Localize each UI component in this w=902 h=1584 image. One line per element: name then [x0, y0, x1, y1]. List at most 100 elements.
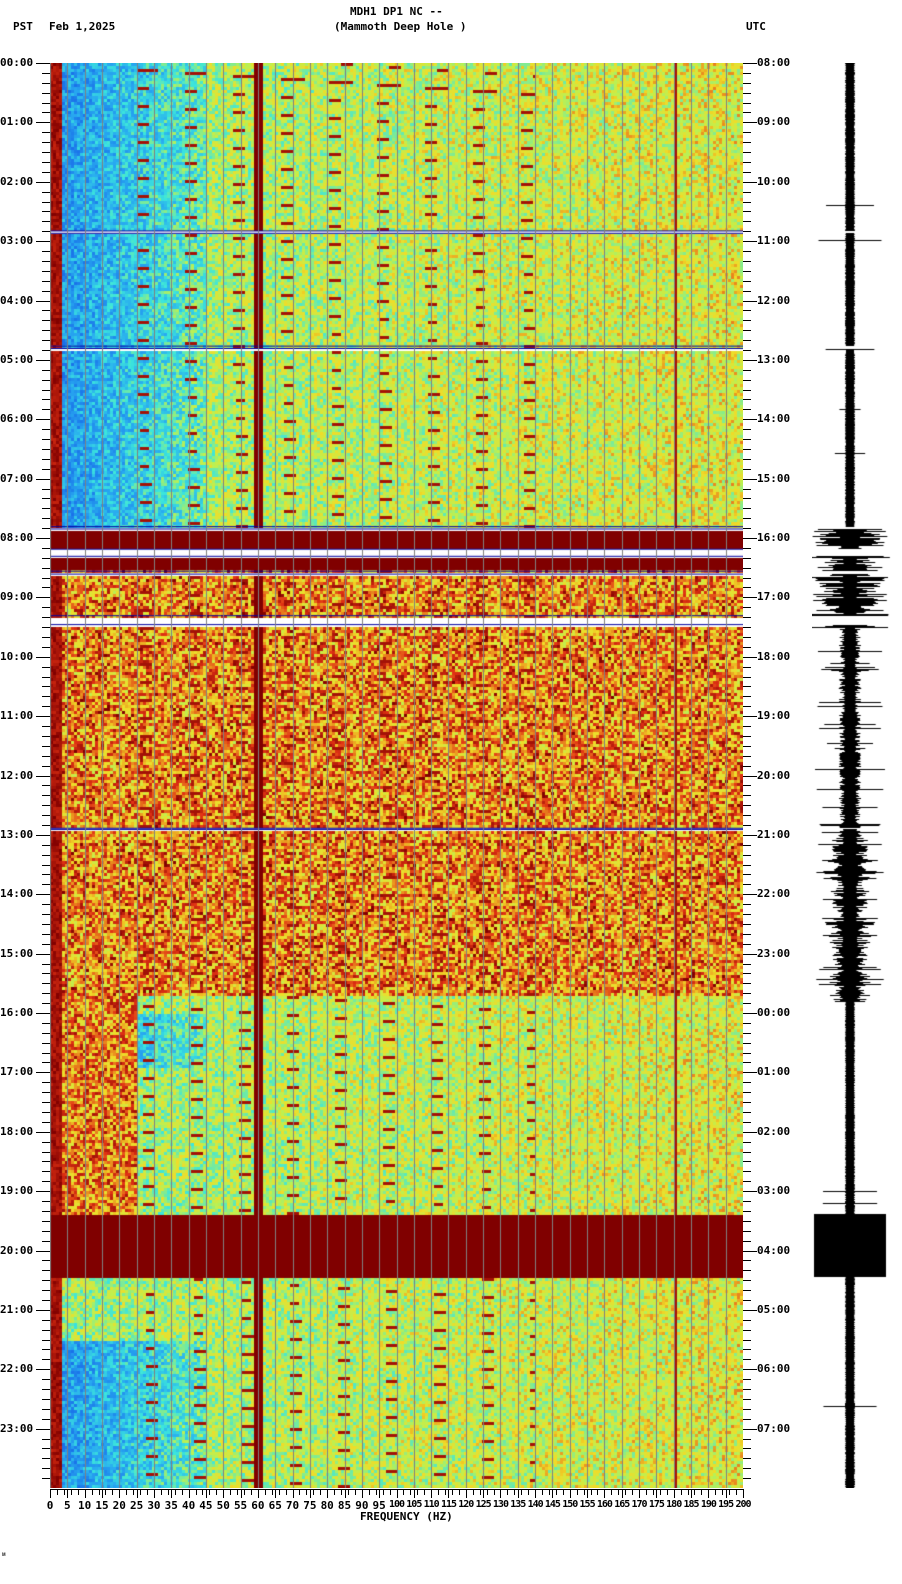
y-tick	[743, 1141, 751, 1143]
y-tick	[42, 1121, 50, 1123]
x-tick	[528, 1489, 530, 1495]
x-tick-label: 145	[544, 1499, 561, 1510]
y-tick	[743, 1428, 757, 1430]
y-tick	[743, 1210, 751, 1212]
y-tick	[42, 389, 50, 391]
y-tick	[42, 1151, 50, 1153]
y-tick	[743, 1309, 757, 1311]
y-tick	[743, 260, 751, 262]
y-tick	[743, 943, 751, 945]
x-tick-label: 20	[112, 1499, 126, 1512]
x-tick	[101, 1489, 103, 1498]
y-tick	[36, 478, 50, 480]
y-tick	[42, 706, 50, 708]
x-tick	[625, 1489, 627, 1495]
y-tick	[743, 557, 751, 559]
y-tick	[743, 1013, 757, 1014]
y-tick-label-utc: 19:00	[757, 709, 791, 723]
x-tick	[694, 1489, 696, 1495]
y-tick	[42, 1468, 50, 1470]
y-tick	[42, 409, 50, 411]
x-tick	[548, 1489, 550, 1495]
y-tick-label-pst: 06:00	[0, 412, 34, 426]
y-tick	[42, 280, 50, 282]
x-tick	[63, 1489, 65, 1495]
y-tick	[42, 824, 50, 826]
y-tick	[743, 874, 751, 876]
y-tick	[42, 557, 50, 559]
x-tick	[237, 1489, 239, 1495]
y-tick	[42, 191, 50, 193]
y-tick	[36, 181, 50, 183]
y-tick	[42, 1082, 50, 1084]
y-tick	[743, 904, 751, 906]
x-tick	[309, 1489, 311, 1498]
x-tick	[126, 1489, 128, 1495]
y-tick	[42, 1111, 50, 1113]
y-tick	[743, 587, 751, 589]
y-tick	[743, 627, 751, 629]
x-tick	[188, 1489, 190, 1498]
y-tick	[42, 1171, 50, 1173]
x-tick	[368, 1489, 370, 1495]
y-tick	[743, 1111, 751, 1113]
y-tick	[42, 686, 50, 688]
y-tick-label-pst: 12:00	[0, 768, 34, 782]
x-tick-label: 195	[718, 1499, 734, 1510]
y-tick	[743, 369, 751, 371]
y-tick	[743, 765, 751, 767]
y-tick	[743, 241, 757, 243]
y-tick	[743, 310, 751, 312]
y-tick	[42, 1032, 50, 1034]
x-tick-label: 190	[700, 1499, 717, 1510]
y-tick	[36, 419, 50, 421]
x-tick	[458, 1489, 460, 1495]
x-tick	[56, 1489, 58, 1495]
x-tick	[403, 1489, 405, 1495]
x-tick-label: 90	[355, 1499, 369, 1512]
y-tick	[743, 300, 757, 302]
y-tick	[42, 1349, 50, 1351]
y-tick	[42, 1230, 50, 1232]
x-tick-label: 185	[683, 1499, 699, 1510]
y-tick	[36, 300, 50, 302]
y-tick	[42, 617, 50, 619]
y-tick-label-utc: 00:00	[757, 1006, 791, 1019]
x-tick	[327, 1489, 329, 1498]
y-tick	[42, 1389, 50, 1391]
y-tick	[743, 1171, 751, 1173]
y-tick	[42, 142, 50, 144]
y-tick-label-pst: 21:00	[0, 1302, 34, 1316]
y-tick	[743, 1349, 751, 1351]
x-tick	[382, 1489, 384, 1495]
y-tick-label-pst: 20:00	[0, 1243, 34, 1257]
y-tick	[36, 1072, 50, 1074]
y-tick	[42, 1003, 50, 1005]
y-tick	[42, 1181, 50, 1183]
y-tick	[743, 1131, 757, 1133]
y-tick	[743, 1299, 751, 1301]
x-tick	[569, 1489, 571, 1498]
y-tick	[42, 854, 50, 856]
y-tick	[743, 330, 751, 332]
x-tick	[147, 1489, 149, 1495]
x-tick	[597, 1489, 599, 1495]
y-tick	[42, 765, 50, 767]
x-tick	[687, 1489, 689, 1495]
x-tick	[375, 1489, 377, 1495]
y-tick	[743, 914, 751, 916]
y-tick	[42, 923, 50, 925]
y-tick	[42, 171, 50, 173]
y-tick	[743, 112, 751, 114]
y-tick	[42, 270, 50, 272]
y-tick	[743, 1092, 751, 1094]
y-tick	[743, 251, 751, 253]
y-tick	[36, 538, 50, 539]
y-tick	[743, 646, 751, 648]
x-tick	[438, 1489, 440, 1495]
y-tick	[743, 1220, 751, 1222]
x-tick	[112, 1489, 114, 1495]
x-tick	[621, 1489, 623, 1498]
y-tick	[743, 1369, 757, 1371]
y-tick-label-utc: 17:00	[757, 590, 791, 604]
